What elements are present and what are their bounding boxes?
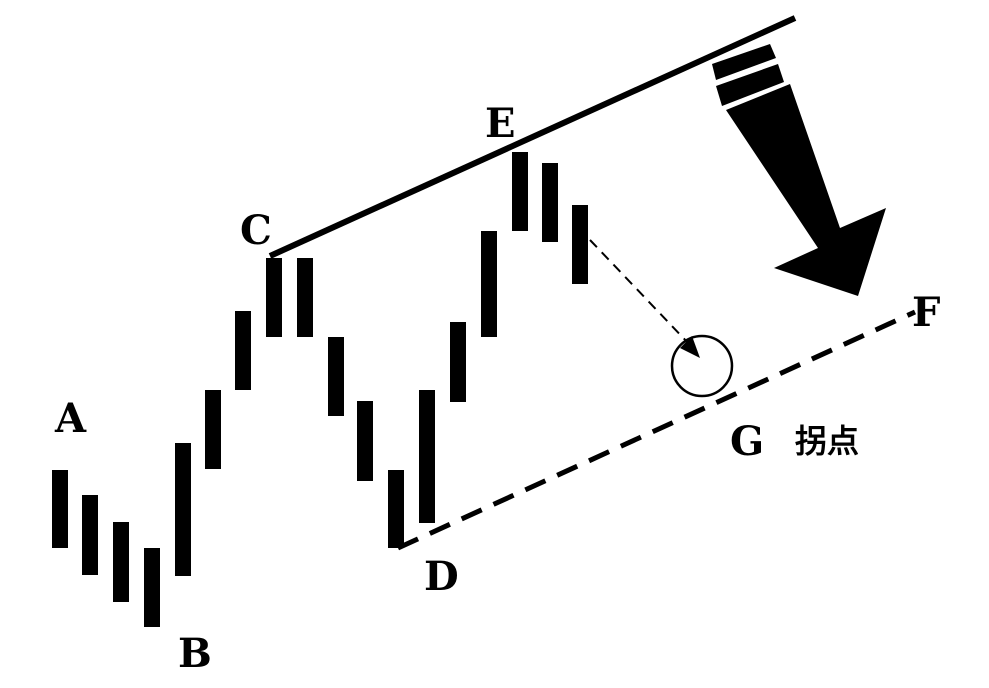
price-bar — [113, 522, 129, 602]
down-right-arrow-icon — [712, 44, 886, 296]
price-bar — [82, 495, 98, 575]
projection-dashed-line — [589, 239, 691, 346]
price-bar — [512, 152, 528, 231]
price-bar — [419, 390, 435, 523]
price-bar — [388, 470, 404, 548]
price-bar — [357, 401, 373, 481]
price-bar — [235, 311, 251, 390]
upper-trendline — [268, 15, 797, 259]
price-bar — [205, 390, 221, 469]
label-d: D — [424, 553, 459, 600]
label-g: G — [730, 418, 764, 465]
price-bar — [328, 337, 344, 416]
label-b: B — [178, 630, 212, 677]
label-e: E — [485, 100, 516, 147]
turning-point-label: 拐点 — [795, 422, 859, 460]
price-bar — [175, 443, 191, 576]
label-c: C — [240, 207, 272, 254]
price-bar — [572, 205, 588, 284]
price-bar — [144, 548, 160, 627]
price-bar — [450, 322, 466, 402]
price-bar — [52, 470, 68, 548]
price-bar — [297, 258, 313, 337]
projection-arrowhead — [680, 336, 700, 358]
lower-dashed-trendline — [396, 309, 917, 551]
turning-point-circle — [670, 334, 734, 398]
price-bar — [481, 231, 497, 337]
price-bar — [542, 163, 558, 242]
label-f: F — [912, 289, 940, 336]
label-a: A — [54, 395, 87, 442]
price-bar — [266, 258, 282, 337]
price-bars — [52, 152, 588, 627]
